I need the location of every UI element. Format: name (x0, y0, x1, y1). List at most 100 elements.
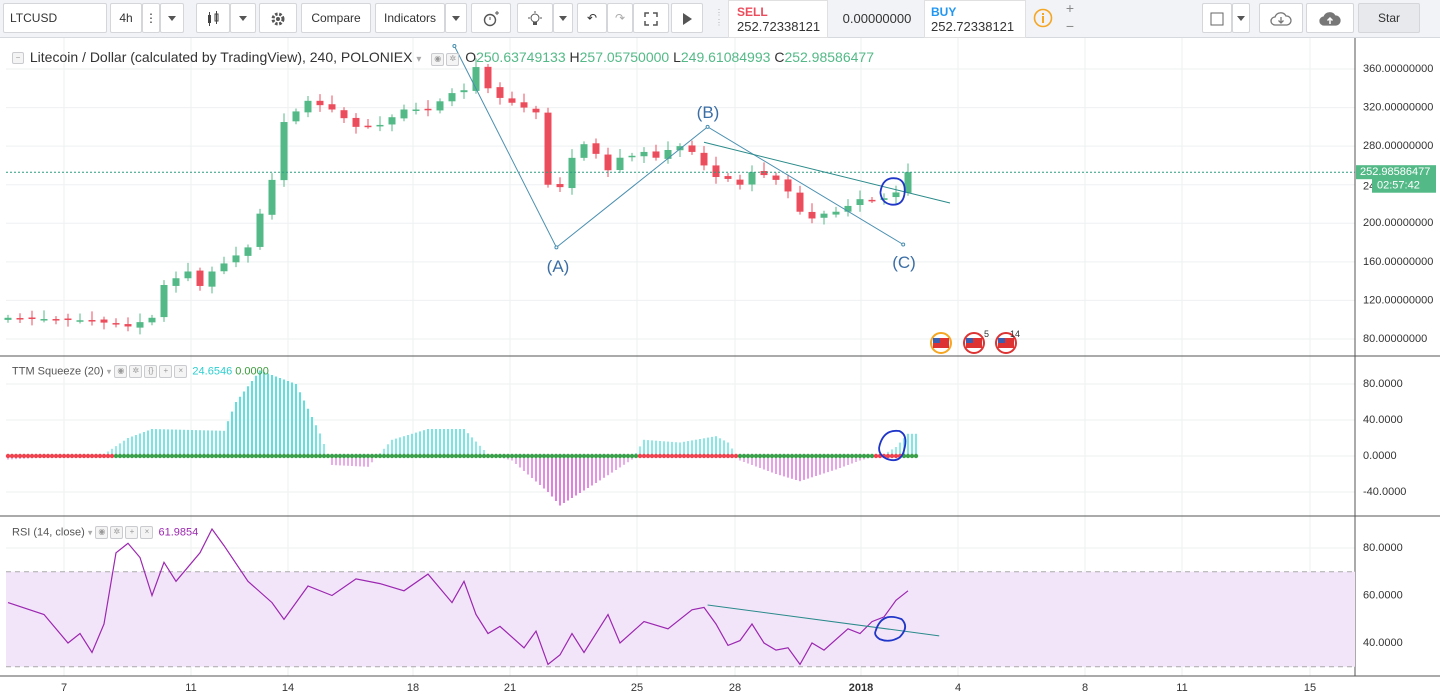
squeeze-dot (853, 453, 859, 459)
event-flag-icon[interactable]: 14 (995, 329, 1020, 354)
symbol-search-input[interactable]: LTCUSD (3, 3, 107, 33)
compare-button[interactable]: Compare (301, 3, 371, 33)
legend-caret-icon[interactable]: ▾ (416, 54, 422, 65)
candles-icon[interactable] (196, 3, 230, 33)
settings-icon[interactable]: ✲ (110, 526, 124, 539)
squeeze-dot (177, 453, 183, 459)
lightbulb-dropdown[interactable] (553, 3, 573, 33)
squeeze-dot (197, 453, 203, 459)
candle (376, 124, 384, 127)
symbol-text: LTCUSD (10, 11, 58, 25)
squeeze-dot (245, 453, 251, 459)
remove-icon[interactable]: × (140, 526, 154, 539)
squeeze-dot (641, 453, 647, 459)
info-icon[interactable] (1030, 3, 1056, 33)
close-value: 252.98586477 (784, 49, 874, 65)
squeeze-dot (469, 453, 475, 459)
candle (724, 176, 732, 179)
star-button[interactable]: Star (1358, 3, 1420, 33)
legend-caret-icon[interactable]: ▾ (106, 366, 112, 377)
add-icon[interactable]: + (125, 526, 139, 539)
squeeze-dot (13, 453, 19, 459)
squeeze-dot (765, 453, 771, 459)
square-icon[interactable] (1202, 3, 1232, 33)
add-icon[interactable]: + (159, 365, 173, 378)
undo-icon[interactable]: ↶ (577, 3, 607, 33)
candle (436, 101, 444, 111)
play-icon[interactable] (671, 3, 703, 33)
wave-point (554, 245, 559, 250)
squeeze-dot (285, 453, 291, 459)
plus-icon[interactable]: + (1065, 0, 1075, 16)
squeeze-dot (297, 453, 303, 459)
time-axis-label: 11 (185, 682, 196, 694)
squeeze-dot (537, 453, 543, 459)
ttm-axis-label: 80.0000 (1363, 378, 1403, 390)
candle (580, 144, 588, 158)
squeeze-dot (365, 453, 371, 459)
squeeze-dot (793, 453, 799, 459)
alert-icon[interactable] (471, 3, 511, 33)
eye-icon[interactable]: ◉ (95, 526, 109, 539)
squeeze-dot (349, 453, 355, 459)
source-icon[interactable]: {} (144, 365, 158, 378)
chart-area[interactable]: 360.00000000 320.00000000 280.00000000 200.… (0, 38, 1440, 695)
collapse-icon[interactable]: − (12, 52, 24, 65)
squeeze-dot (5, 453, 11, 459)
squeeze-dot (653, 453, 659, 459)
sell-button[interactable]: SELL 252.72338121 (728, 0, 828, 38)
fullscreen-icon[interactable] (633, 3, 669, 33)
redo-icon[interactable]: ↷ (607, 3, 633, 33)
gear-icon[interactable] (259, 3, 297, 33)
squeeze-dot (165, 453, 171, 459)
layout-dropdown[interactable] (1232, 3, 1250, 33)
squeeze-dot (573, 453, 579, 459)
squeeze-dot (385, 453, 391, 459)
squeeze-dot (785, 453, 791, 459)
candle (16, 318, 24, 320)
settings-icon[interactable]: ✲ (446, 52, 460, 66)
interval-dropdown[interactable] (160, 3, 184, 33)
event-flag-icon[interactable] (930, 332, 952, 354)
legend-caret-icon[interactable]: ▾ (87, 527, 93, 538)
cloud-download-icon[interactable] (1259, 3, 1303, 33)
minus-icon[interactable]: − (1065, 18, 1075, 34)
squeeze-dot (681, 453, 687, 459)
wave-label-b: (B) (697, 103, 720, 122)
squeeze-dot (45, 453, 51, 459)
remove-icon[interactable]: × (174, 365, 188, 378)
candle (640, 151, 648, 157)
squeeze-dot (217, 453, 223, 459)
squeeze-dot (797, 453, 803, 459)
countdown-label: 02:57:42 (1377, 180, 1420, 192)
cloud-upload-icon[interactable] (1306, 3, 1354, 33)
squeeze-dot (357, 453, 363, 459)
settings-icon[interactable]: ✲ (129, 365, 143, 378)
eye-icon[interactable]: ◉ (114, 365, 128, 378)
interval-button[interactable]: 4h (110, 3, 142, 33)
squeeze-dot (693, 453, 699, 459)
squeeze-dot (213, 453, 219, 459)
spread-value: 0.00000000 (842, 11, 912, 26)
squeeze-dot (473, 453, 479, 459)
candle (628, 155, 636, 158)
more-vertical-icon[interactable]: ⋮ (142, 3, 160, 33)
buy-button[interactable]: BUY 252.72338121 (924, 0, 1026, 38)
drag-handle-icon[interactable]: ⋮ ⋮ (715, 8, 723, 27)
squeeze-dot (273, 453, 279, 459)
squeeze-dot (333, 453, 339, 459)
chart-svg[interactable]: 360.00000000 320.00000000 280.00000000 200.… (0, 38, 1440, 695)
lightbulb-icon[interactable] (517, 3, 553, 33)
squeeze-dot (113, 453, 119, 459)
indicators-dropdown[interactable] (445, 3, 467, 33)
squeeze-dot (521, 453, 527, 459)
eye-icon[interactable]: ◉ (431, 52, 445, 66)
candle (688, 145, 696, 152)
indicators-button[interactable]: Indicators (375, 3, 445, 33)
candle (40, 319, 48, 321)
squeeze-dot (533, 453, 539, 459)
candle (352, 117, 360, 127)
event-flag-icon[interactable]: 5 (963, 329, 989, 354)
candle (364, 125, 372, 128)
chart-type-dropdown[interactable] (230, 3, 256, 33)
